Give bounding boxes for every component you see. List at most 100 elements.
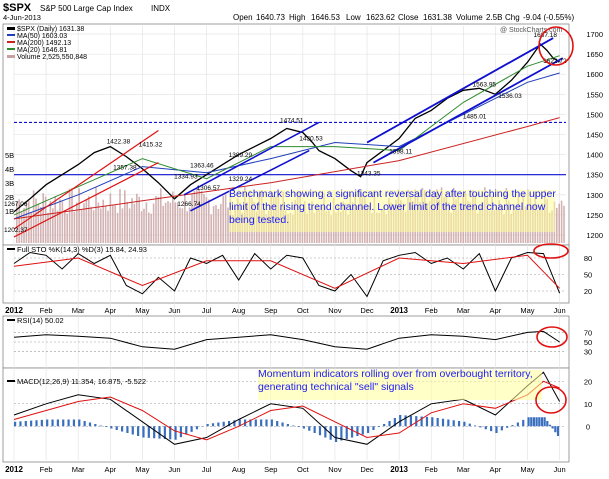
macd-histogram-bar <box>270 419 273 427</box>
trend-lower-mid <box>190 149 310 212</box>
volume-bar <box>140 211 143 243</box>
trend-lower-2013 <box>373 57 564 164</box>
macd-histogram-bar <box>334 426 338 442</box>
price-series-line <box>13 72 560 220</box>
legend-volume: Volume 2,525,550,848 <box>17 54 87 61</box>
indicator-tick-label: 0 <box>586 422 590 431</box>
watermark: @ StockCharts.com <box>500 27 563 34</box>
macd-histogram-bar <box>19 421 22 427</box>
y-tick-label: 1700 <box>586 30 603 39</box>
volume-bar <box>136 193 138 243</box>
main-annotation-box: Benchmark showing a significant reversal… <box>229 188 556 226</box>
indicator-tick-label: 20 <box>584 287 592 296</box>
macd-histogram-bar <box>495 426 498 433</box>
macd-histogram-bar <box>190 426 193 432</box>
price-point-label: 1430.53 <box>299 135 323 142</box>
macd-histogram-bar <box>153 426 156 439</box>
rsi-highlight-circle <box>536 326 568 348</box>
macd-histogram-bar <box>163 426 166 439</box>
volume-bar <box>16 201 18 243</box>
price-legend: $SPX (Daily) 1631.38 MA(50) 1603.03 MA(2… <box>7 26 87 61</box>
volume-bar <box>128 208 131 243</box>
legend-ma20: MA(20) 1646.81 <box>17 47 67 54</box>
macd-histogram-bar <box>88 422 92 427</box>
axis-labels: 2012 2012 Feb Feb Mar Mar Apr Apr May May Jun Jun Ju… <box>5 30 603 474</box>
price-point-label: 1474.51 <box>280 118 304 125</box>
y-tick-label: 1600 <box>586 70 603 79</box>
volume-bar <box>59 199 61 243</box>
volume-bar <box>200 190 203 243</box>
macd-histogram-bar <box>340 426 343 441</box>
exchange-label: INDX <box>151 4 171 13</box>
volume-bar <box>49 201 52 243</box>
macd-histogram-bar <box>104 426 108 427</box>
price-series-line <box>13 117 560 220</box>
sto-title: Full STO %K(14,3) %D(3) 15.84, 24.93 <box>17 245 147 254</box>
macd-histogram-bar <box>78 419 81 427</box>
macd-histogram-bar <box>94 424 97 427</box>
open-label: Open <box>233 13 253 22</box>
symbol-label: $SPX <box>3 2 32 14</box>
volume-bar <box>215 204 217 243</box>
x-tick-label-mid: Oct <box>297 306 310 315</box>
trend-lower-2012 <box>13 162 159 238</box>
macd-histogram-bar <box>540 417 544 427</box>
volume-bar <box>563 205 565 243</box>
macd-histogram-bar <box>447 419 450 427</box>
x-tick-label-mid: Feb <box>425 306 438 315</box>
macd-histogram-bar <box>72 419 76 427</box>
x-tick-label-mid: Feb <box>40 306 53 315</box>
x-tick-label: Apr <box>104 465 116 474</box>
volume-bar <box>73 211 76 243</box>
volume-bar <box>44 196 47 243</box>
volume-bar <box>155 195 157 243</box>
volume-bar <box>119 189 121 243</box>
x-tick-label-mid: Mar <box>457 306 470 315</box>
volume-bar <box>150 213 152 243</box>
volume-tick-label: 3B <box>5 179 14 188</box>
macd-histogram-bar <box>35 420 38 427</box>
volume-bar <box>61 201 64 243</box>
main-annotation-text: Benchmark showing a significant reversal… <box>229 188 556 226</box>
macd-histogram-bar <box>238 419 241 427</box>
y-tick-label: 1500 <box>586 110 603 119</box>
x-tick-label: 2013 <box>390 465 408 474</box>
macd-histogram-bar <box>313 426 316 433</box>
volume-bar <box>179 207 181 243</box>
x-tick-label-mid: 2012 <box>5 306 23 315</box>
volume-bar <box>220 203 222 243</box>
x-tick-label: Apr <box>490 465 502 474</box>
volume-bar <box>104 205 107 243</box>
price-point-label: 1306.57 <box>197 185 221 192</box>
volume-tick-label: 1B <box>5 207 14 216</box>
macd-histogram-bar <box>441 418 445 427</box>
macd-histogram-bar <box>350 426 354 438</box>
legend-price: $SPX (Daily) 1631.38 <box>17 26 84 33</box>
macd-histogram-bar <box>126 426 129 433</box>
price-point-label: 1536.03 <box>498 93 522 100</box>
x-tick-label: Jun <box>168 465 180 474</box>
volume-bar <box>88 196 90 243</box>
macd-histogram-bar <box>24 421 27 427</box>
price-highlight-circle <box>538 26 574 66</box>
volume-bar <box>23 208 25 243</box>
macd-histogram-bar <box>324 426 327 438</box>
series-layer <box>13 43 561 445</box>
macd-histogram-bar <box>83 421 86 427</box>
x-tick-label: 2012 <box>5 465 23 474</box>
volume-tick-label: 2B <box>5 193 14 202</box>
macd-histogram-bar <box>174 426 177 440</box>
macd-histogram-bar <box>556 426 560 436</box>
price-series-line <box>13 55 560 216</box>
indicator-series-line <box>13 380 560 441</box>
volume-bar <box>95 187 97 243</box>
macd-histogram-bar <box>356 426 359 436</box>
trend-upper-mid <box>183 121 320 196</box>
volume-bar <box>138 196 140 243</box>
price-point-label: 1363.46 <box>190 162 214 169</box>
volume-bar <box>148 212 150 243</box>
low-label: Low <box>346 13 361 22</box>
volume-bar <box>68 188 71 243</box>
x-tick-label: May <box>135 465 149 474</box>
